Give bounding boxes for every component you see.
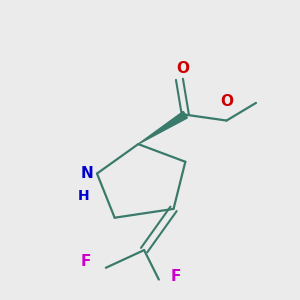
Text: N: N [80, 166, 93, 181]
Text: O: O [220, 94, 233, 109]
Text: F: F [171, 269, 181, 284]
Text: O: O [176, 61, 189, 76]
Text: F: F [81, 254, 91, 269]
Polygon shape [138, 111, 188, 144]
Text: H: H [78, 189, 90, 202]
